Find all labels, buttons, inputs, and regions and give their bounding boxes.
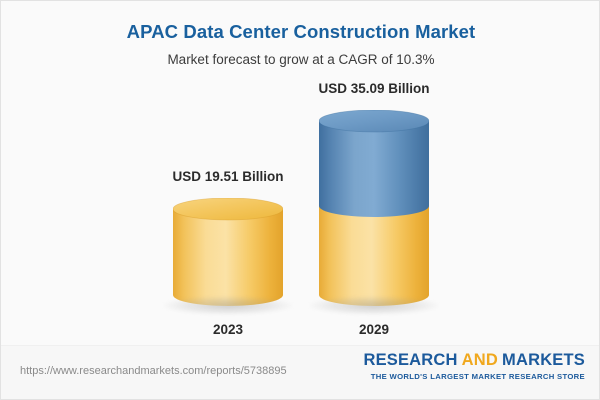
cylinder-body-2023 — [173, 198, 283, 306]
logo-word-and: AND — [461, 351, 499, 369]
bar-value-label-2023: USD 19.51 Billion — [172, 169, 284, 184]
bar-value-label-2029: USD 35.09 Billion — [318, 81, 430, 96]
logo-word-research: RESEARCH — [363, 351, 458, 369]
research-and-markets-logo[interactable]: RESEARCH AND MARKETS THE WORLD'S LARGEST M… — [363, 351, 585, 381]
bar-category-label-2029: 2029 — [358, 322, 390, 337]
logo-tagline: THE WORLD'S LARGEST MARKET RESEARCH STOR… — [370, 371, 585, 381]
bar-shadow-2029 — [308, 296, 440, 315]
cylinder-2029 — [308, 110, 440, 315]
bar-category-label-2023: 2023 — [212, 322, 244, 337]
cylinder-body-2029 — [319, 110, 429, 306]
page-title: APAC Data Center Construction Market — [126, 21, 476, 42]
cylinder-2023 — [162, 198, 294, 315]
chart-plot-area: USD 19.51 Billion — [1, 1, 599, 346]
bar-shadow-2023 — [162, 296, 294, 315]
logo-word-markets: MARKETS — [502, 351, 585, 369]
footer-bar: https://www.researchandmarkets.com/repor… — [1, 345, 599, 399]
chart-subtitle: Market forecast to grow at a CAGR of 10.… — [167, 52, 435, 67]
source-url-link[interactable]: https://www.researchandmarkets.com/repor… — [20, 365, 287, 377]
